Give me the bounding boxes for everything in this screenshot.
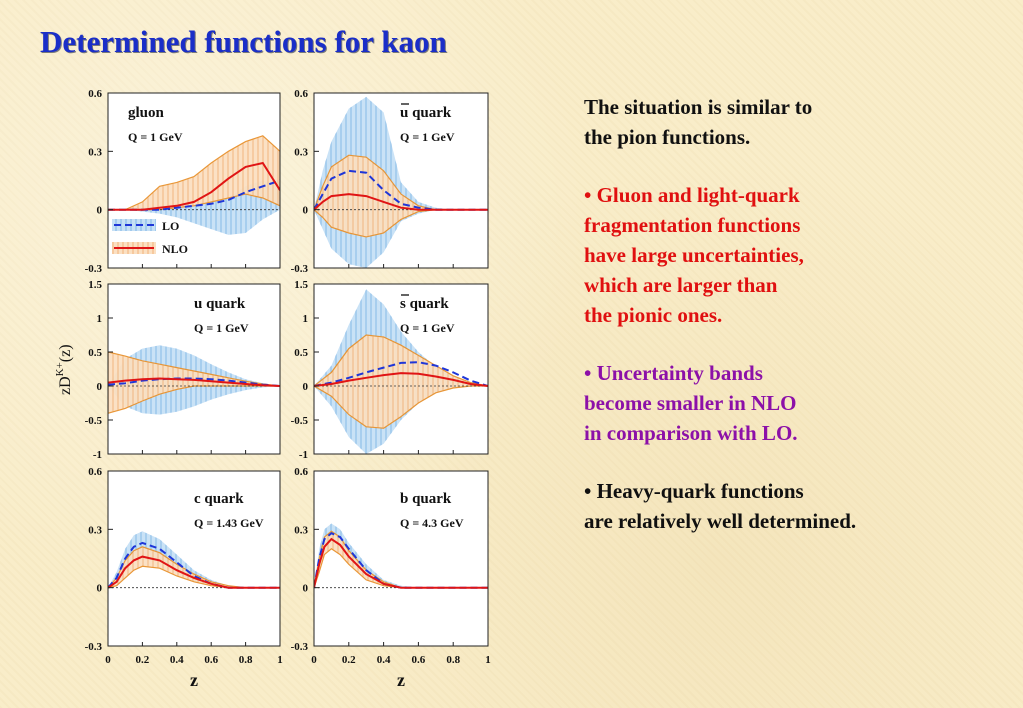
panel-plot-area (108, 135, 280, 235)
y-axis-label: zDK+(z) (54, 344, 74, 395)
panel-plot-area (108, 531, 280, 589)
y-tick-label: -0.5 (291, 415, 309, 427)
y-tick-label: -0.5 (85, 415, 103, 427)
slide-title: Determined functions for kaon (40, 24, 447, 59)
y-tick-label: 0 (97, 205, 103, 217)
bullet-gluon-light-quark: • Gluon and light-quark fragmentation fu… (584, 183, 804, 327)
panel-name-label: s quark (400, 296, 449, 312)
panel-plot-area (108, 345, 280, 415)
panel-scale-label: Q = 1.43 GeV (194, 516, 264, 530)
y-tick-label: 0.3 (294, 146, 308, 158)
bullet-list: The situation is similar to the pion fun… (584, 92, 1014, 536)
lo-curve (108, 541, 280, 589)
x-tick-label: 0.6 (204, 654, 218, 666)
bullet-heavy-quark: • Heavy-quark functions are relatively w… (584, 479, 857, 533)
y-tick-label: 1.5 (88, 279, 102, 291)
y-tick-label: 0 (303, 205, 309, 217)
y-tick-label: 0.6 (294, 466, 308, 478)
y-tick-label: 1 (303, 313, 309, 325)
y-tick-label: -1 (93, 449, 102, 461)
x-tick-label: 0.6 (412, 654, 426, 666)
panel-name-label: u quark (194, 296, 246, 312)
x-tick-label: 0.8 (446, 654, 460, 666)
lo-curve (314, 361, 488, 387)
x-axis-label: z (190, 670, 198, 690)
panel-scale-label: Q = 1 GeV (194, 321, 249, 335)
y-tick-label: 0 (303, 381, 309, 393)
x-tick-label: 0 (311, 654, 317, 666)
x-tick-label: 0.4 (170, 654, 184, 666)
nlo-uncertainty-band (314, 154, 488, 238)
panel-frame (107, 92, 281, 269)
panel-name-label: u quark (400, 105, 452, 121)
y-tick-label: 0.6 (88, 88, 102, 100)
panel-frame (107, 283, 281, 455)
panel-u: 1.5 1 0.5 0 -0.5 -1 u quark Q = 1 GeV (85, 279, 281, 461)
nlo-curve (108, 161, 280, 211)
y-tick-label: 1 (97, 313, 103, 325)
y-tick-label: -0.3 (85, 641, 103, 653)
nlo-uncertainty-band (108, 546, 280, 589)
y-tick-label: -0.3 (291, 263, 309, 275)
x-tick-label: 1 (277, 654, 283, 666)
nlo-uncertainty-band (314, 530, 488, 589)
nlo-curve (314, 193, 488, 211)
y-tick-label: 0 (303, 583, 309, 595)
x-tick-label: 0.4 (377, 654, 391, 666)
y-tick-label: 0.5 (88, 347, 102, 359)
panel-scale-label: Q = 1 GeV (400, 321, 455, 335)
x-tick-label: 1 (485, 654, 491, 666)
panel-frame (313, 470, 489, 647)
panel-frame (313, 92, 489, 269)
panel-plot-area (314, 96, 488, 268)
panel-gluon: 0.6 0.3 0 -0.3 gluon Q = 1 GeV LO NLO (85, 88, 281, 275)
y-tick-label: 0.3 (88, 524, 102, 536)
x-tick-label: 0.2 (342, 654, 356, 666)
panel-scale-label: Q = 1 GeV (128, 130, 183, 144)
panel-scale-label: Q = 1 GeV (400, 130, 455, 144)
legend-lo-swatch (112, 219, 156, 231)
y-tick-label: 1.5 (294, 279, 308, 291)
panel-sbar: 1.5 1 0.5 0 -0.5 -1 s quark Q = 1 GeV (291, 279, 489, 461)
panel-frame (313, 283, 489, 455)
legend-nlo-label: NLO (162, 242, 188, 256)
y-tick-label: -1 (299, 449, 308, 461)
panel-ubar: 0.6 0.3 0 -0.3 u quark Q = 1 GeV (291, 88, 489, 275)
bullet-uncertainty-bands: • Uncertainty bands become smaller in NL… (584, 361, 798, 445)
y-tick-label: 0.3 (88, 146, 102, 158)
panel-frame (107, 470, 281, 647)
nlo-curve (314, 372, 488, 387)
y-tick-label: -0.3 (291, 641, 309, 653)
x-tick-label: 0.2 (136, 654, 150, 666)
chart-legend: LO NLO (112, 219, 188, 256)
x-tick-label: 0.8 (239, 654, 253, 666)
y-tick-label: -0.3 (85, 263, 103, 275)
nlo-curve (108, 555, 280, 589)
panel-name-label: b quark (400, 491, 452, 507)
y-tick-label: 0.5 (294, 347, 308, 359)
nlo-curve (108, 377, 280, 387)
panel-plot-area (314, 289, 488, 454)
nlo-curve (314, 537, 488, 589)
y-tick-label: 0.6 (294, 88, 308, 100)
y-tick-label: 0.3 (294, 524, 308, 536)
panel-name-label: gluon (128, 105, 165, 121)
x-tick-label: 0 (105, 654, 111, 666)
panel-plot-area (314, 523, 488, 589)
y-tick-label: 0.6 (88, 466, 102, 478)
legend-lo-label: LO (162, 219, 179, 233)
y-tick-label: 0 (97, 381, 103, 393)
panel-scale-label: Q = 4.3 GeV (400, 516, 464, 530)
y-tick-label: 0 (97, 583, 103, 595)
nlo-uncertainty-band (314, 334, 488, 429)
x-axis-label: z (397, 670, 405, 690)
panel-name-label: c quark (194, 491, 244, 507)
summary-paragraph: The situation is similar to the pion fun… (584, 95, 813, 149)
lo-curve (108, 377, 280, 387)
